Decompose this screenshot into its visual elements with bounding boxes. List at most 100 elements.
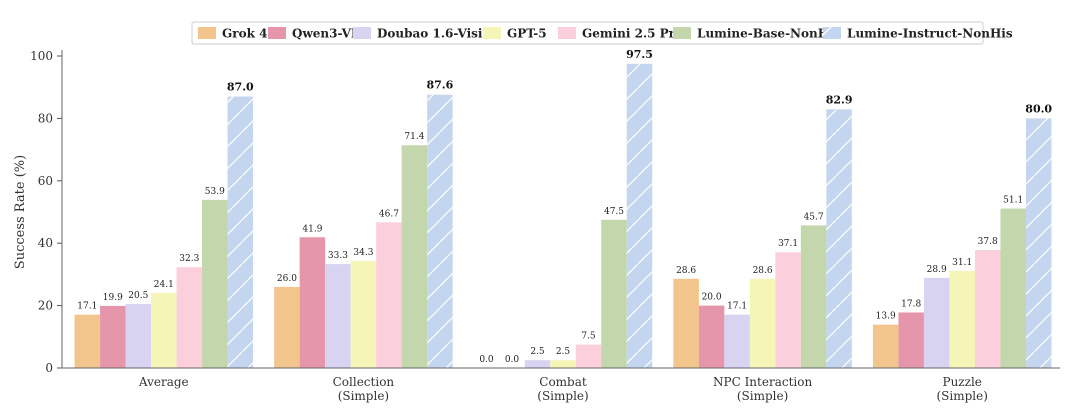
legend-entry-label: Lumine-Instruct-NonHis [847, 27, 1013, 41]
bar [898, 312, 924, 368]
x-tick-label: (Simple) [338, 389, 389, 403]
bar [350, 260, 377, 368]
legend-entry-label: Doubao 1.6-Vision [377, 27, 499, 41]
bar-value-label: 20.0 [702, 293, 722, 303]
bar-value-label: 46.7 [379, 209, 399, 219]
bar [923, 277, 950, 368]
bar [524, 360, 551, 368]
x-tick-label: Collection [333, 375, 395, 389]
bar-value-label: 17.1 [77, 302, 97, 312]
bar-value-label: 41.9 [302, 224, 322, 234]
y-tick-label: 80 [38, 111, 53, 125]
bar-value-label: 24.1 [154, 280, 174, 290]
legend-swatch [353, 27, 371, 39]
bar-value-label: 80.0 [1025, 102, 1052, 115]
bar-value-label: 45.7 [804, 212, 824, 222]
legend-entry-label: Gemini 2.5 Pro [582, 27, 683, 41]
bar-hatch [1025, 118, 1052, 369]
bar-labels: 17.1 19.9 20.5 24.1 32.3 53.9 87.0 26.0 41.9 33.3… [77, 48, 1052, 365]
bar [601, 219, 627, 368]
legend-swatch [198, 27, 216, 39]
bar-value-label: 32.3 [179, 254, 199, 264]
x-tick-label: (Simple) [537, 389, 588, 403]
bar-value-label: 7.5 [581, 332, 596, 342]
bar-value-label: 28.6 [676, 266, 696, 276]
bar-value-label: 19.9 [103, 293, 123, 303]
bar-hatch [227, 96, 254, 368]
legend-swatch [558, 27, 576, 39]
bar [698, 305, 725, 368]
bar-value-label: 37.1 [778, 239, 798, 249]
legend-entry-label: Lumine-Base-NonHis [697, 27, 841, 41]
bar [550, 360, 576, 368]
x-tick-label: (Simple) [737, 389, 788, 403]
x-tick-label: NPC Interaction [713, 375, 812, 389]
bar-value-label: 2.5 [530, 347, 545, 357]
bar-value-label: 71.4 [404, 132, 424, 142]
bar-value-label: 47.5 [604, 207, 624, 217]
bar [274, 286, 300, 368]
legend-entry-label: GPT-5 [507, 27, 547, 41]
y-tick-label: 60 [38, 174, 53, 188]
y-tick-label: 40 [38, 236, 53, 250]
bar-value-label: 17.1 [727, 302, 747, 312]
bar-hatch [826, 109, 852, 369]
bar-value-label: 97.5 [626, 48, 653, 61]
bar [749, 278, 776, 368]
y-tick-label: 100 [30, 49, 53, 63]
bar-value-label: 28.9 [927, 265, 947, 275]
bar-hatch [626, 63, 653, 369]
legend: Grok 4 Qwen3-VL Doubao 1.6-Vision GPT-5 Gemi… [191, 21, 1013, 45]
legend-swatch [673, 27, 691, 39]
bar-value-label: 17.8 [901, 299, 921, 309]
legend-swatch-hatch [823, 27, 841, 39]
bar [325, 264, 351, 368]
bar [74, 314, 101, 368]
x-tick-label: Average [138, 375, 189, 389]
bar-value-label: 53.9 [205, 187, 225, 197]
x-tick-label: Combat [539, 375, 587, 389]
bar [100, 305, 126, 368]
axes: 0 20 40 60 80 100 Success Rate (%) Average Colle… [13, 49, 1060, 403]
bar-value-label: 87.6 [427, 79, 454, 92]
bar-value-label: 13.9 [876, 312, 896, 322]
bar-value-label: 0.0 [505, 355, 520, 365]
y-axis-label: Success Rate (%) [13, 155, 28, 269]
bar [401, 145, 428, 368]
bar [775, 252, 801, 368]
x-tick-label: (Simple) [936, 389, 987, 403]
legend-entry-label: Qwen3-VL [292, 27, 360, 41]
bar-value-label: 51.1 [1003, 196, 1023, 206]
bar [724, 314, 750, 368]
bar [1000, 208, 1026, 368]
bars [74, 63, 1052, 369]
bar-value-label: 0.0 [479, 355, 494, 365]
y-tick-label: 20 [38, 299, 53, 313]
bar-value-label: 33.3 [328, 251, 348, 261]
bar-value-label: 82.9 [826, 93, 853, 106]
bar [974, 250, 1001, 368]
legend-swatch [268, 27, 286, 39]
bar-value-label: 2.5 [556, 347, 571, 357]
bar-hatch [427, 94, 453, 369]
bar [673, 278, 699, 368]
bar [202, 199, 228, 368]
bar [299, 237, 326, 368]
bar [376, 222, 402, 368]
bar [575, 344, 602, 368]
bar-value-label: 87.0 [227, 81, 254, 94]
bar-value-label: 31.1 [952, 258, 972, 268]
bar [151, 292, 177, 368]
bar [800, 225, 827, 368]
x-tick-label: Puzzle [943, 375, 982, 389]
y-tick-label: 0 [45, 361, 53, 375]
bar-value-label: 26.0 [277, 274, 297, 284]
legend-swatch [483, 27, 501, 39]
legend-frame [191, 21, 984, 45]
bar-value-label: 34.3 [353, 248, 373, 258]
bar [872, 324, 899, 368]
bar-value-label: 20.5 [128, 291, 148, 301]
bar [125, 304, 152, 368]
legend-entry-label: Grok 4 [222, 27, 267, 41]
